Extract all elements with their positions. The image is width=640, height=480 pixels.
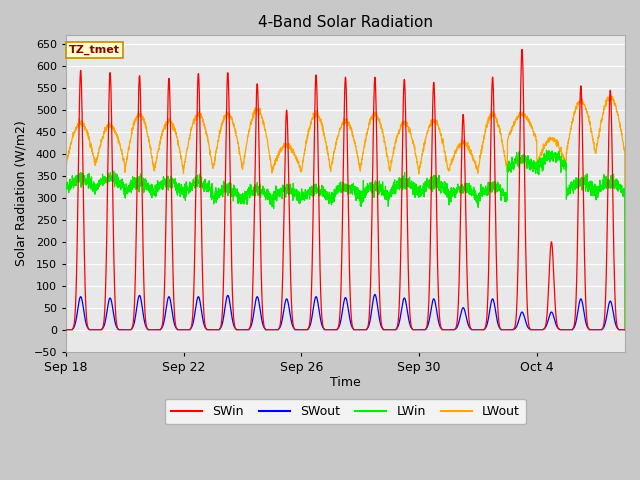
SWout	[416, 327, 424, 333]
LWout	[62, 162, 70, 168]
LWin	[416, 190, 424, 196]
LWin	[113, 174, 121, 180]
SWout	[113, 325, 121, 331]
LWout	[606, 93, 614, 99]
SWin	[571, 320, 579, 326]
SWout	[348, 322, 355, 328]
X-axis label: Time: Time	[330, 376, 361, 389]
LWin	[543, 147, 550, 153]
LWin	[571, 182, 579, 188]
LWin	[484, 179, 492, 185]
SWin	[348, 315, 355, 321]
LWin	[351, 183, 358, 189]
LWout	[113, 132, 121, 137]
LWout	[351, 140, 358, 145]
SWout	[484, 315, 492, 321]
LWout	[570, 109, 578, 115]
LWin	[348, 186, 355, 192]
Text: TZ_tmet: TZ_tmet	[68, 45, 120, 55]
LWout	[484, 115, 492, 121]
SWin	[351, 327, 358, 333]
Title: 4-Band Solar Radiation: 4-Band Solar Radiation	[258, 15, 433, 30]
SWin	[518, 47, 526, 52]
Line: LWout: LWout	[66, 96, 625, 330]
Y-axis label: Solar Radiation (W/m2): Solar Radiation (W/m2)	[15, 120, 28, 266]
Line: SWout: SWout	[66, 295, 625, 330]
LWout	[348, 125, 355, 131]
SWin	[62, 327, 70, 333]
SWout	[371, 292, 379, 298]
SWin	[113, 324, 121, 329]
SWout	[621, 327, 629, 333]
Line: LWin: LWin	[66, 150, 625, 330]
SWout	[571, 324, 579, 330]
Legend: SWin, SWout, LWin, LWout: SWin, SWout, LWin, LWout	[165, 399, 526, 424]
LWin	[621, 327, 629, 333]
SWout	[62, 327, 70, 333]
SWin	[621, 327, 629, 333]
LWin	[62, 184, 70, 190]
Line: SWin: SWin	[66, 49, 625, 330]
SWin	[416, 327, 424, 333]
LWout	[416, 163, 424, 169]
LWout	[621, 327, 629, 333]
SWin	[484, 281, 492, 287]
SWout	[351, 327, 358, 333]
